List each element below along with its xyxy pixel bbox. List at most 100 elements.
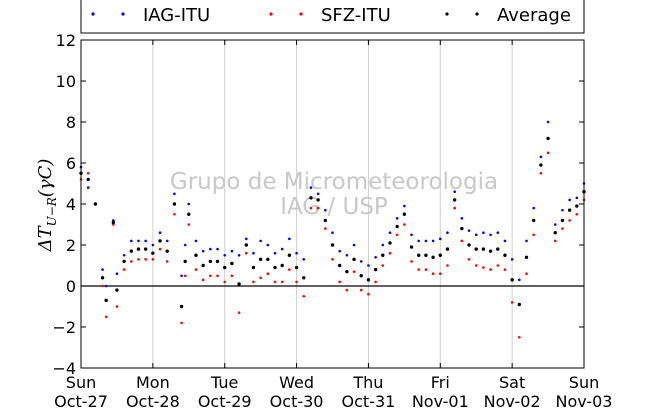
data-point (122, 253, 126, 257)
data-point (130, 239, 133, 243)
x-axis-ticks: SunOct-27MonOct-28TueOct-29WedOct-30ThuO… (54, 40, 612, 409)
data-point (410, 233, 413, 237)
data-point (553, 239, 557, 243)
data-point (474, 233, 478, 237)
data-point (546, 151, 550, 155)
data-point (183, 259, 187, 264)
series-iag-itu (79, 120, 586, 288)
data-point (467, 243, 471, 247)
data-point (144, 239, 147, 243)
data-point (244, 251, 248, 255)
data-point (287, 253, 292, 257)
data-point (100, 276, 105, 280)
x-tick-label-date: Oct-29 (198, 392, 252, 409)
data-point (230, 274, 234, 278)
data-point (209, 247, 212, 251)
data-point (575, 212, 579, 216)
data-point (252, 251, 255, 255)
data-point (517, 302, 522, 307)
data-point (510, 301, 514, 304)
data-point (237, 311, 241, 314)
data-point (165, 239, 169, 243)
data-point (104, 298, 108, 303)
x-tick-label-date: Nov-03 (556, 392, 613, 409)
data-point (482, 231, 485, 234)
data-point (467, 258, 471, 261)
data-point (388, 241, 392, 245)
data-point (438, 237, 442, 241)
data-point (302, 258, 306, 261)
data-point (165, 249, 169, 253)
data-point (187, 223, 191, 226)
data-point (395, 233, 399, 237)
data-point (158, 247, 162, 251)
data-point (324, 227, 327, 230)
data-point (489, 268, 492, 271)
data-point (144, 258, 147, 261)
data-point (280, 280, 284, 284)
data-point (309, 206, 313, 210)
data-point (337, 263, 342, 268)
x-tick-label-date: Oct-31 (342, 392, 396, 409)
data-point (201, 249, 205, 253)
data-point (402, 212, 407, 216)
data-point (180, 321, 183, 325)
data-point (446, 231, 449, 234)
data-point (115, 272, 119, 276)
data-point (352, 243, 356, 247)
data-point (324, 208, 327, 212)
x-tick-label-day: Wed (279, 373, 314, 392)
data-point (445, 247, 450, 251)
data-point (151, 251, 155, 255)
data-point (216, 274, 219, 278)
data-point (201, 263, 205, 268)
data-point (395, 217, 399, 220)
data-point (546, 120, 550, 124)
data-point (266, 243, 270, 247)
data-point (122, 259, 126, 264)
data-point (510, 258, 514, 261)
data-point (237, 282, 241, 286)
data-point (403, 204, 406, 208)
data-point (352, 257, 356, 262)
y-tick-label: 8 (66, 113, 76, 132)
watermark: Grupo de Micrometeorologia IAG / USP (170, 169, 498, 220)
y-axis-label-unit: (γC) (35, 159, 56, 198)
data-point (179, 304, 184, 309)
y-axis-ticks: −4 −2 0 2 4 6 8 10 12 (52, 31, 584, 378)
grid-lines (152, 40, 513, 368)
data-points (79, 120, 586, 339)
data-point (151, 243, 155, 247)
data-point (194, 253, 198, 257)
series-average (79, 136, 586, 309)
data-point (453, 190, 456, 193)
y-axis-label-main: ΔT (35, 224, 56, 252)
data-point (316, 198, 320, 202)
data-point (104, 284, 108, 288)
data-point (374, 255, 377, 259)
data-point (367, 264, 370, 267)
x-tick-label-day: Mon (136, 373, 170, 392)
data-point (410, 260, 413, 263)
data-point (273, 265, 277, 270)
data-point (388, 231, 392, 234)
x-tick-label-day: Sat (499, 373, 525, 392)
data-point (374, 280, 377, 284)
watermark-line-1: Grupo de Micrometeorologia (170, 169, 498, 195)
data-point (367, 292, 370, 296)
data-point (201, 278, 205, 282)
data-point (86, 186, 90, 189)
legend-label: Average (497, 5, 571, 26)
data-point (143, 247, 148, 251)
data-point (230, 261, 234, 266)
data-point (309, 196, 313, 200)
data-point (180, 274, 183, 278)
data-point (309, 186, 313, 189)
legend-box (80, 0, 585, 34)
data-point (431, 239, 435, 243)
svg-text:ΔTU−R(γC): ΔTU−R(γC) (35, 159, 59, 253)
data-point (496, 247, 500, 251)
x-tick-label-day: Tue (210, 373, 238, 392)
data-point (111, 220, 116, 225)
